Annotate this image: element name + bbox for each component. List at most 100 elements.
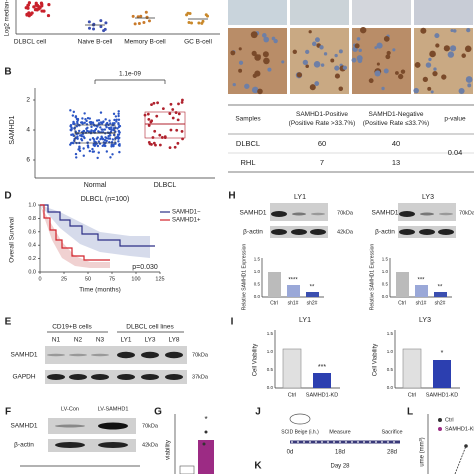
size-label: 37kDa (192, 374, 209, 380)
tick-label: 50 (85, 276, 91, 282)
scatter-dot (117, 140, 120, 143)
scatter-dot (38, 6, 42, 10)
table-cell: 7 (320, 158, 324, 167)
scatter-dot (96, 156, 99, 160)
scatter-dot (152, 141, 156, 145)
cell (311, 41, 317, 47)
size-label: 42kDa (142, 442, 159, 448)
cell (356, 55, 363, 62)
axis-label: Cell Viability (253, 344, 259, 377)
significance: ** (438, 285, 443, 291)
scatter-dot (101, 138, 105, 141)
scatter-dot (150, 103, 153, 106)
bar (282, 348, 302, 389)
p-value: p=0.030 (132, 264, 158, 271)
scatter-dot (168, 112, 172, 115)
scatter-dot (93, 124, 96, 127)
band (438, 229, 454, 235)
scatter-dot (86, 126, 89, 130)
scatter-dot (168, 146, 172, 149)
legend-label: SAMHD1+ (172, 218, 201, 224)
scatter-dot (27, 1, 32, 5)
size-label: 42kDa (337, 229, 354, 235)
cell (466, 27, 471, 33)
cell (263, 57, 270, 65)
scatter-dot (103, 128, 107, 131)
band (98, 442, 128, 448)
survival-band (40, 205, 150, 258)
scatter-dot (97, 140, 101, 143)
band (141, 374, 159, 380)
band (47, 353, 65, 357)
row-label: SAMHD1 (371, 210, 398, 217)
scatter-dot (116, 127, 119, 130)
cell (443, 45, 450, 52)
panel-label: J (255, 407, 261, 418)
axis-label: Relative SAMHD1 Expression (369, 244, 375, 311)
scatter-dot (117, 133, 121, 136)
tick-label: 0.0 (382, 294, 389, 299)
scatter-dot (83, 112, 86, 115)
cell (422, 76, 428, 82)
scatter-dot (103, 27, 107, 31)
chart-title: LY1 (299, 317, 311, 324)
cell (251, 86, 259, 94)
scatter-dot (78, 149, 82, 153)
row-label: SAMHD1 (10, 352, 37, 359)
cell (305, 49, 310, 55)
timeline-tick (321, 441, 323, 443)
tick-label: 4 (26, 127, 30, 134)
cell (465, 76, 473, 83)
timeline-tick (351, 441, 353, 443)
band (399, 229, 415, 235)
row-label: β-actin (375, 229, 395, 236)
table-header: SAMHD1-Negative (369, 111, 424, 118)
ihc-image (290, 28, 349, 94)
cell (319, 45, 324, 50)
scatter-dot (111, 138, 115, 141)
scatter-dot (97, 151, 100, 154)
cell (238, 47, 242, 51)
timeline-tick (309, 441, 311, 443)
table-cell: 13 (392, 158, 400, 167)
scatter-dot (117, 122, 120, 125)
panel-label: G (154, 407, 162, 418)
scatter-dot (32, 5, 36, 9)
band (55, 424, 85, 428)
group-label: DLBCL cell (14, 39, 47, 46)
step-label: Sacrifice (381, 429, 402, 435)
scatter-dot (116, 136, 120, 139)
scatter-dot (70, 127, 73, 131)
scatter-dot (47, 3, 51, 7)
scatter-dot (83, 121, 86, 125)
scatter-dot (171, 108, 175, 111)
scatter-dot (104, 21, 108, 25)
group-label: Ctrl (288, 392, 297, 398)
tick-label: 0.0 (28, 269, 36, 275)
scatter-dot (177, 102, 180, 106)
day-label: 0d (287, 450, 294, 456)
scatter-dot (464, 444, 468, 448)
scatter-dot (92, 138, 96, 141)
cell (238, 68, 243, 73)
scatter-dot (186, 11, 190, 15)
scatter-dot (25, 13, 29, 17)
band (310, 229, 326, 235)
blot (45, 370, 187, 384)
group-label: Ctrl (408, 392, 417, 398)
cell (450, 28, 454, 33)
cell (302, 59, 308, 65)
scatter-dot (24, 6, 28, 10)
axis-label: Overall Survival (9, 217, 16, 263)
timeline-tick (303, 441, 305, 443)
scatter-dot (87, 146, 90, 149)
chart-title: LY3 (419, 317, 431, 324)
band (399, 211, 415, 217)
row-label: GAPDH (12, 374, 35, 381)
cell (292, 49, 297, 55)
scatter-dot (75, 125, 79, 128)
cell (458, 88, 465, 95)
band (165, 351, 183, 359)
cell (425, 62, 432, 68)
scatter-dot (95, 137, 99, 140)
